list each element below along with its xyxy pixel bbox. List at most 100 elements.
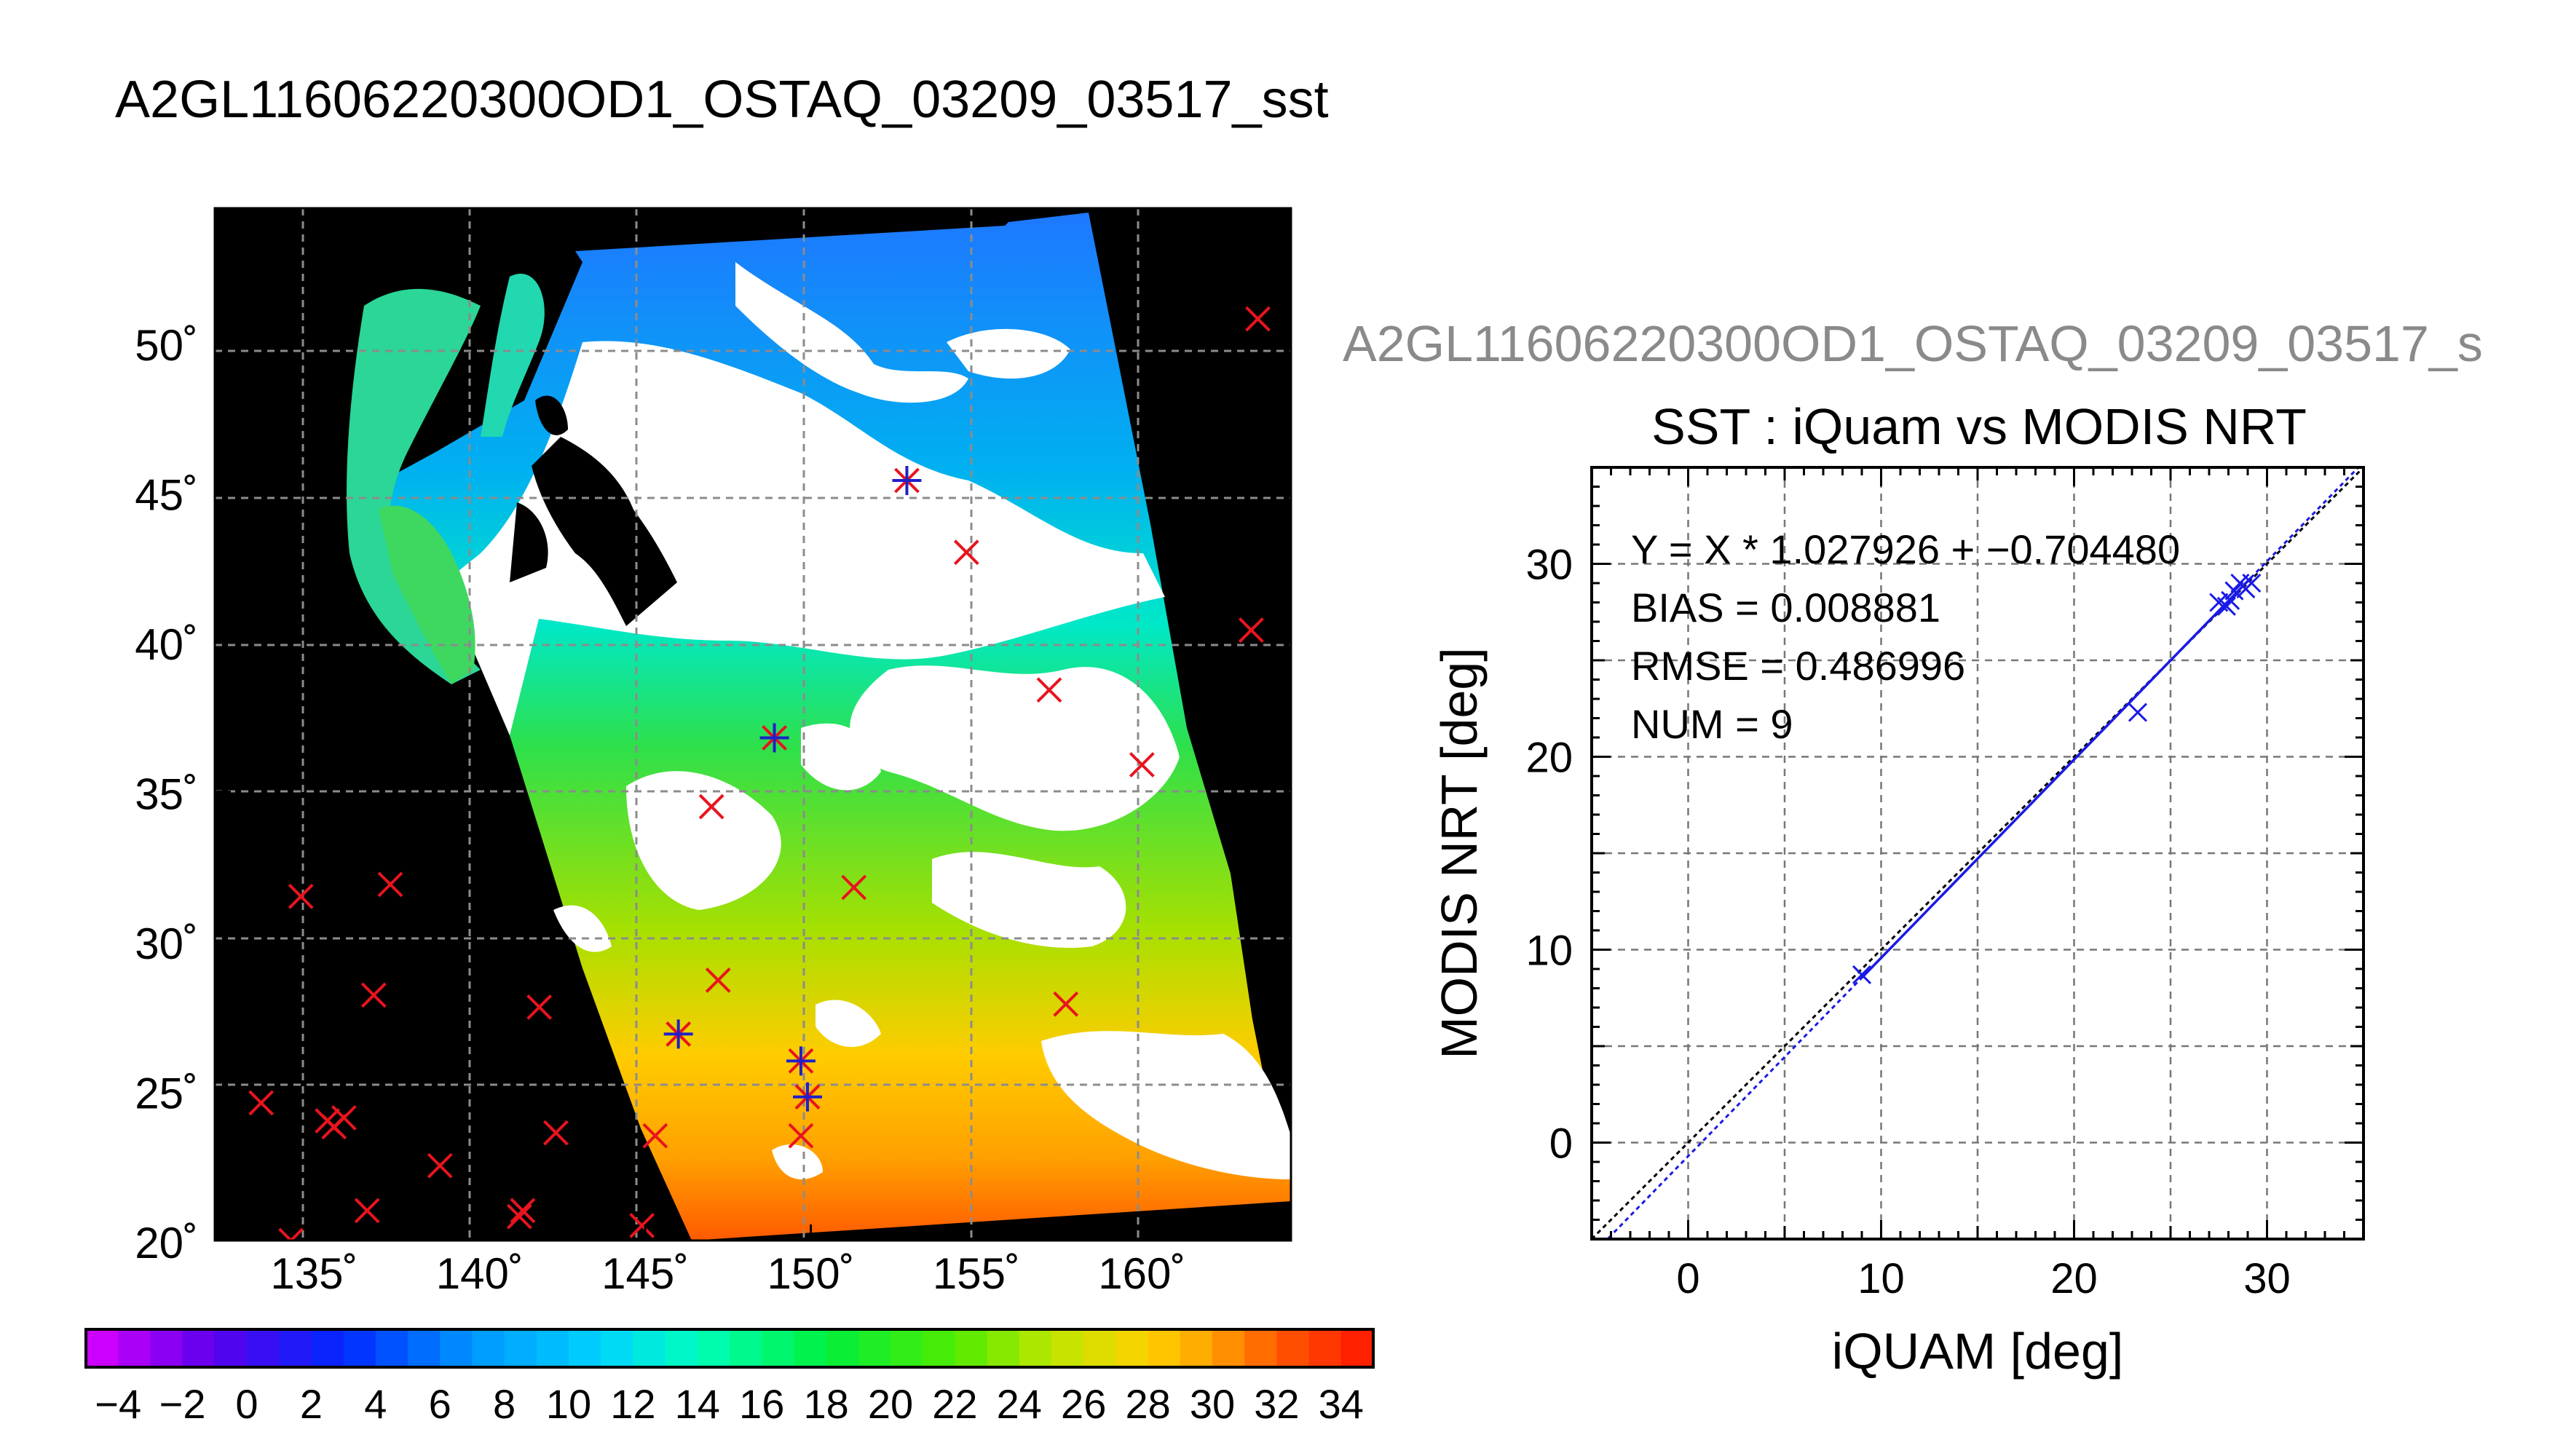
y-tick-label: 20	[1525, 735, 1573, 782]
scatter-stat-line: BIAS = 0.008881	[1631, 585, 1940, 630]
colorbar-cell	[311, 1329, 344, 1367]
buoy-mark	[248, 1090, 275, 1116]
scatter-ylabel: MODIS NRT [deg]	[1431, 647, 1488, 1059]
colorbar-cell	[86, 1329, 119, 1367]
matched-buoy-mark	[663, 1019, 693, 1049]
scatter-point	[2224, 581, 2244, 601]
map-lat-label: 30˚	[135, 919, 198, 968]
scatter-xlabel: iQUAM [deg]	[1832, 1323, 2124, 1380]
map-lon-label: 160˚	[1098, 1249, 1185, 1298]
colorbar-cell	[1019, 1329, 1052, 1367]
colorbar-cell	[794, 1329, 827, 1367]
colorbar-cell	[1180, 1329, 1213, 1367]
colorbar-cell	[408, 1329, 441, 1367]
colorbar-cell	[1276, 1329, 1310, 1367]
buoy-mark	[1245, 306, 1271, 332]
colorbar-tick-label: 6	[429, 1381, 451, 1427]
scatter-point	[2221, 590, 2240, 610]
colorbar-cell	[955, 1329, 988, 1367]
y-tick-label: 0	[1549, 1120, 1573, 1168]
colorbar-tick-label: 20	[868, 1381, 913, 1427]
colorbar-cell	[182, 1329, 216, 1367]
colorbar-cell	[858, 1329, 891, 1367]
y-tick-label: 30	[1525, 542, 1573, 589]
map-lon-label: 150˚	[767, 1249, 855, 1298]
buoy-mark	[1036, 677, 1062, 703]
buoy-mark	[510, 1198, 536, 1224]
buoy-mark	[1129, 752, 1155, 778]
colorbar-cell	[730, 1329, 762, 1367]
colorbar-cell	[1051, 1329, 1084, 1367]
colorbar-cell	[504, 1329, 537, 1367]
matched-buoy-mark	[892, 466, 922, 496]
colorbar-cell	[375, 1329, 408, 1367]
colorbar-tick-label: 26	[1061, 1381, 1106, 1427]
colorbar-cell	[440, 1329, 473, 1367]
buoy-mark	[278, 1227, 304, 1241]
colorbar-tick-label: 18	[803, 1381, 848, 1427]
colorbar-cell	[665, 1329, 698, 1367]
matched-buoy-mark	[786, 1046, 816, 1076]
colorbar-cell	[569, 1329, 601, 1367]
colorbar-cell	[633, 1329, 666, 1367]
scatter-point	[2128, 703, 2148, 722]
colorbar-cell	[1115, 1329, 1149, 1367]
buoy-mark	[288, 883, 314, 909]
colorbar-cell	[826, 1329, 859, 1367]
colorbar-cell	[1244, 1329, 1277, 1367]
colorbar-tick-label: −2	[159, 1381, 206, 1427]
colorbar-tick-label: 22	[932, 1381, 977, 1427]
colorbar-cell	[343, 1329, 376, 1367]
matched-buoy-mark	[793, 1082, 823, 1112]
buoy-mark	[841, 874, 867, 901]
buoy-mark	[321, 1114, 347, 1140]
scatter-point	[2242, 573, 2262, 593]
colorbar-cell	[762, 1329, 794, 1367]
colorbar-cell	[1212, 1329, 1245, 1367]
scatter-point	[2216, 596, 2236, 616]
colorbar-tick-label: 32	[1254, 1381, 1299, 1427]
map-lon-label: 145˚	[601, 1249, 689, 1298]
colorbar-cell	[247, 1329, 280, 1367]
buoy-mark	[360, 982, 387, 1008]
colorbar-cell	[279, 1329, 312, 1367]
scatter-stat-line: RMSE = 0.486996	[1631, 643, 1965, 689]
colorbar-tick-label: 14	[675, 1381, 720, 1427]
map-lon-label: 155˚	[933, 1249, 1020, 1298]
buoy-mark	[377, 871, 403, 898]
colorbar-tick-label: −4	[95, 1381, 141, 1427]
colorbar-cell	[923, 1329, 955, 1367]
map-lat-label: 25˚	[135, 1069, 198, 1117]
colorbar-cell	[118, 1329, 151, 1367]
buoy-mark	[542, 1120, 569, 1146]
colorbar-tick-label: 8	[493, 1381, 516, 1427]
identity-line	[1592, 467, 2364, 1239]
map-lat-label: 20˚	[135, 1219, 198, 1267]
scatter-top-title: A2GL11606220300OD1_OSTAQ_03209_03517_s	[1343, 315, 2483, 372]
y-tick-label: 10	[1525, 927, 1573, 975]
colorbar-tick-label: 2	[300, 1381, 323, 1427]
buoy-mark	[526, 994, 553, 1020]
colorbar-cell	[1308, 1329, 1342, 1367]
colorbar-cell	[987, 1329, 1020, 1367]
sakhalin-coast	[347, 274, 545, 684]
colorbar-tick-label: 10	[546, 1381, 591, 1427]
matched-buoy-mark	[759, 723, 789, 753]
colorbar-cell	[1340, 1329, 1374, 1367]
colorbar-tick-label: 16	[739, 1381, 784, 1427]
colorbar-cell	[472, 1329, 505, 1367]
x-tick-label: 30	[2243, 1255, 2291, 1302]
map-graticule	[215, 208, 1291, 1241]
colorbar-cell	[536, 1329, 569, 1367]
colorbar-cell	[891, 1329, 923, 1367]
colorbar-cell	[150, 1329, 183, 1367]
colorbar-tick-label: 34	[1319, 1381, 1364, 1427]
map-lat-label: 45˚	[135, 470, 198, 519]
map-lat-label: 35˚	[135, 769, 198, 818]
map-lat-label: 40˚	[135, 620, 198, 669]
colorbar-tick-label: 24	[997, 1381, 1042, 1427]
land-mass	[510, 395, 677, 626]
